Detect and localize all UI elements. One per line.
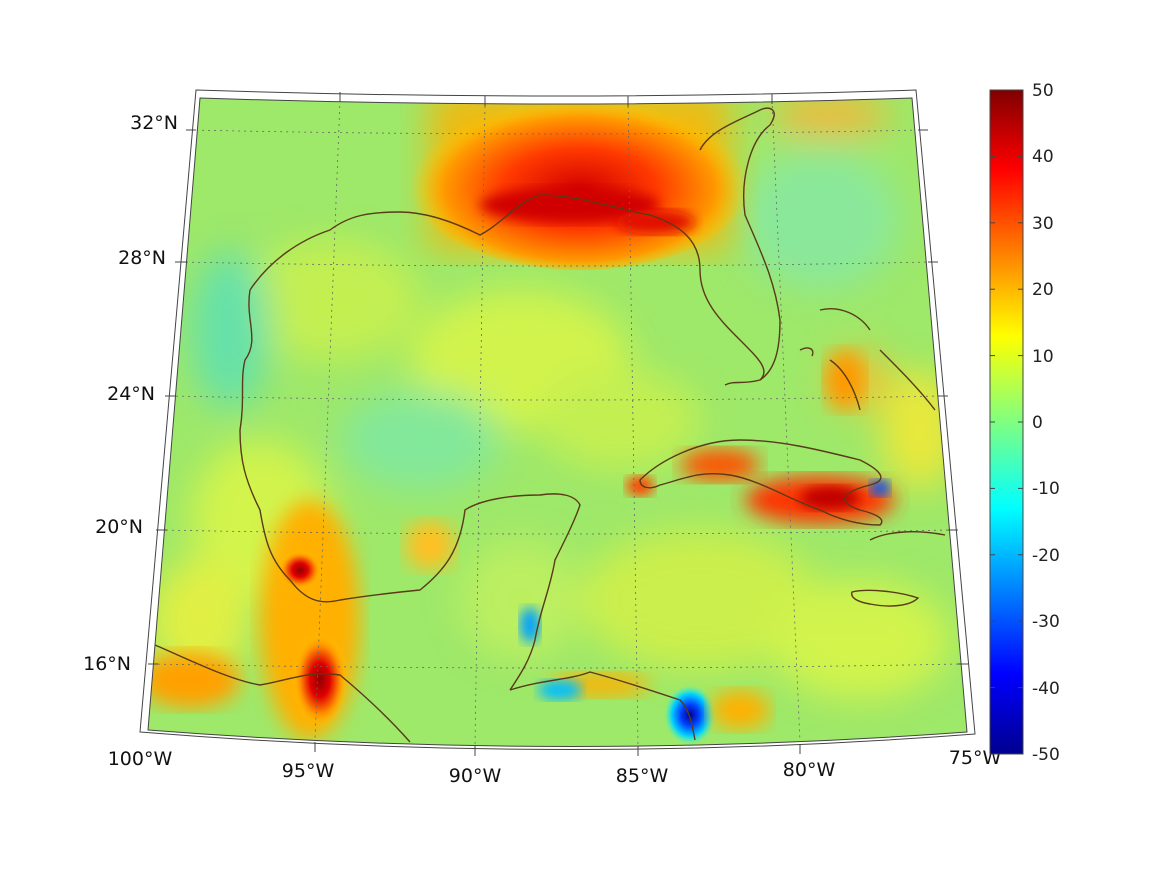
colorbar-label: -50	[1032, 745, 1060, 765]
colorbar: 50 40 30 20 10 0 -10 -20 -30 -40 -50	[989, 81, 1060, 765]
colorbar-label: 20	[1032, 280, 1054, 300]
latitude-labels: 32°N 28°N 24°N 20°N 16°N	[83, 112, 178, 675]
colorbar-ticks	[990, 155, 1023, 689]
colorbar-label: 40	[1032, 147, 1054, 167]
northern-coast-anomaly	[410, 98, 750, 270]
coastlines	[154, 107, 946, 743]
lat-label: 28°N	[118, 247, 166, 269]
longitude-labels: 100°W 95°W 90°W 85°W 80°W 75°W	[108, 747, 1002, 787]
anomaly-field	[148, 98, 967, 747]
lon-label: 85°W	[616, 765, 669, 787]
colorbar-label: 0	[1032, 413, 1043, 433]
colorbar-label: -30	[1032, 612, 1060, 632]
lon-label: 75°W	[949, 747, 1002, 769]
lat-label: 24°N	[107, 383, 155, 405]
colorbar-label: 50	[1032, 81, 1054, 101]
cuba-anomaly	[626, 449, 895, 524]
central-america-anomaly	[520, 607, 770, 745]
map-frame	[139, 89, 976, 756]
colorbar-label: 30	[1032, 214, 1054, 234]
graticule	[151, 99, 961, 746]
mexico-anomaly	[148, 500, 455, 740]
colorbar-labels: 50 40 30 20 10 0 -10 -20 -30 -40 -50	[1032, 81, 1060, 765]
lon-label: 90°W	[449, 765, 502, 787]
colorbar-label: -10	[1032, 479, 1060, 499]
lat-label: 16°N	[83, 653, 131, 675]
bahamas-anomaly	[825, 350, 865, 410]
colorbar-label: -40	[1032, 679, 1060, 699]
colorbar-label: -20	[1032, 546, 1060, 566]
lon-label: 100°W	[108, 748, 173, 770]
lon-label: 95°W	[282, 760, 335, 782]
lat-label: 32°N	[130, 112, 178, 134]
colorbar-label: 10	[1032, 347, 1054, 367]
lat-label: 20°N	[95, 516, 143, 538]
lon-label: 80°W	[783, 759, 836, 781]
